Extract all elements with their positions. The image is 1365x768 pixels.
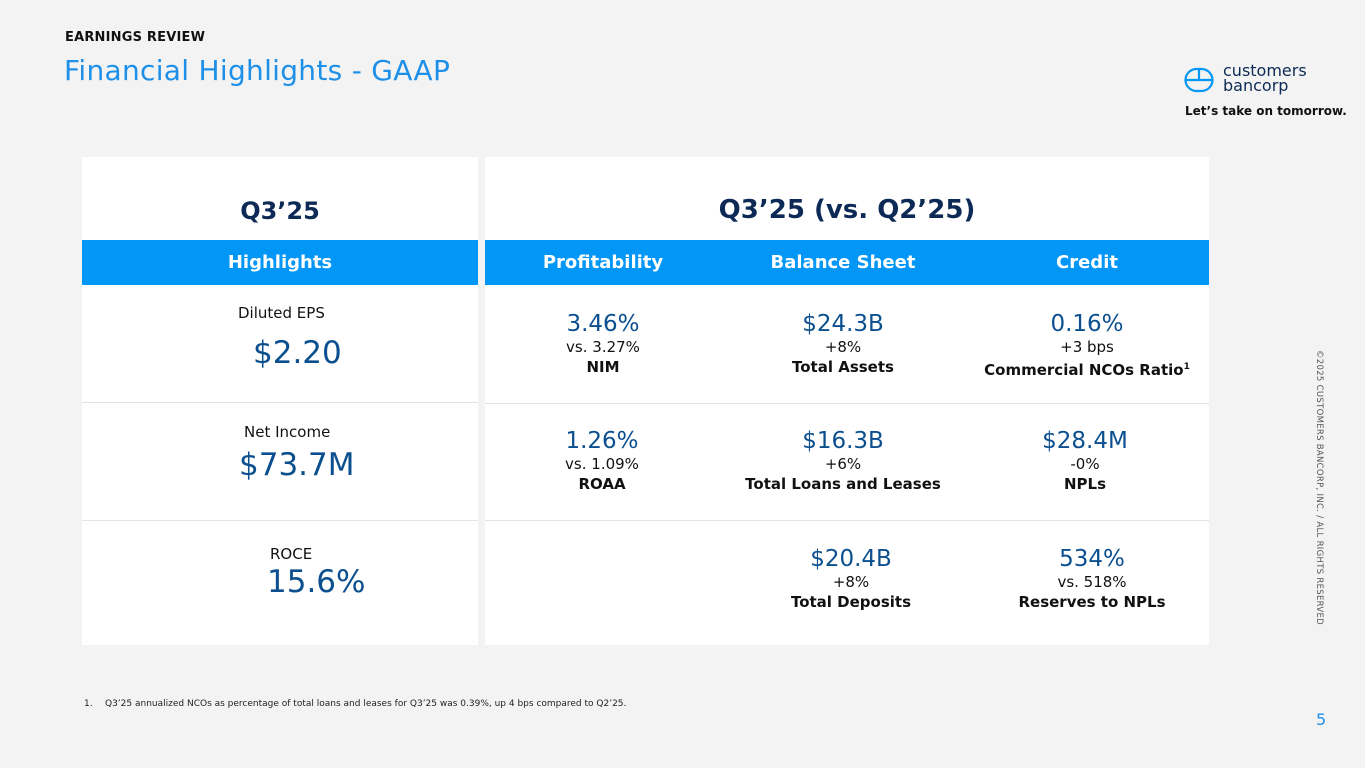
commercial-ncos-label-wrap: Commercial NCOs Ratio1	[965, 357, 1209, 380]
roce-label: ROCE	[270, 545, 313, 563]
roaa-cell: 1.26% vs. 1.09% ROAA	[485, 428, 719, 494]
total-assets-cell: $24.3B +8% Total Assets	[721, 311, 965, 377]
logo-wordmark-line1: customers	[1223, 61, 1307, 80]
credit-header: Credit	[1056, 252, 1118, 273]
logo-icon	[1184, 67, 1214, 93]
npls-label: NPLs	[1063, 475, 1107, 493]
tagline: Let’s take on tomorrow.	[1185, 104, 1347, 118]
net-income-label: Net Income	[244, 423, 331, 441]
copyright-notice: ©2025 CUSTOMERS BANCORP, INC. / ALL RIGH…	[1313, 350, 1327, 625]
total-assets-change: +8%	[824, 338, 862, 356]
nim-change: vs. 3.27%	[566, 338, 640, 356]
footnote-text: Q3’25 annualized NCOs as percentage of t…	[105, 699, 627, 709]
profitability-header: Profitability	[542, 252, 664, 273]
highlights-panel: Q3’25 Highlights Diluted EPS $2.20 Net I…	[82, 157, 478, 645]
nim-value: 3.46%	[566, 311, 640, 337]
page-number: 5	[1316, 710, 1327, 729]
roce-value: 15.6%	[267, 564, 366, 600]
total-deposits-cell: $20.4B +8% Total Deposits	[729, 546, 973, 612]
comparison-panel-title: Q3’25 (vs. Q2’25)	[718, 195, 976, 225]
nim-cell: 3.46% vs. 3.27% NIM	[485, 311, 721, 377]
nim-label: NIM	[586, 358, 620, 376]
balance-sheet-header: Balance Sheet	[770, 252, 916, 273]
footnote-marker: 1	[1183, 362, 1190, 372]
total-deposits-change: +8%	[832, 573, 870, 591]
highlights-header: Highlights	[227, 252, 333, 273]
total-loans-cell: $16.3B +6% Total Loans and Leases	[721, 428, 965, 494]
net-income-value: $73.7M	[239, 447, 355, 483]
total-deposits-label: Total Deposits	[790, 593, 912, 611]
roaa-change: vs. 1.09%	[565, 455, 639, 473]
npls-cell: $28.4M -0% NPLs	[963, 428, 1207, 494]
total-loans-value: $16.3B	[802, 428, 884, 454]
npls-change: -0%	[1070, 455, 1100, 473]
roaa-label: ROAA	[578, 475, 626, 493]
highlights-panel-title: Q3’25	[240, 197, 320, 225]
roaa-value: 1.26%	[565, 428, 639, 454]
total-deposits-value: $20.4B	[810, 546, 892, 572]
reserves-label: Reserves to NPLs	[1018, 593, 1166, 611]
commercial-ncos-cell: 0.16% +3 bps Commercial NCOs Ratio1	[965, 311, 1209, 380]
reserves-value: 534%	[1059, 546, 1125, 572]
total-loans-label: Total Loans and Leases	[745, 475, 941, 493]
comparison-band: Profitability Balance Sheet Credit	[485, 240, 1209, 285]
total-loans-change: +6%	[824, 455, 862, 473]
page-title: Financial Highlights - GAAP	[64, 54, 451, 87]
total-assets-value: $24.3B	[802, 311, 884, 337]
row-divider	[485, 520, 1209, 521]
commercial-ncos-value: 0.16%	[1050, 311, 1124, 337]
comparison-panel: Q3’25 (vs. Q2’25) Profitability Balance …	[485, 157, 1209, 645]
total-assets-label: Total Assets	[792, 358, 894, 376]
commercial-ncos-label: Commercial NCOs Ratio	[984, 361, 1184, 379]
commercial-ncos-change: +3 bps	[1060, 338, 1114, 356]
diluted-eps-label: Diluted EPS	[238, 304, 325, 322]
footnote-number: 1.	[84, 699, 93, 709]
row-divider	[82, 402, 478, 403]
highlights-band: Highlights	[82, 240, 478, 285]
company-logo: customers bancorp	[1184, 63, 1334, 97]
row-divider	[485, 403, 1209, 404]
copyright-text: ©2025 CUSTOMERS BANCORP, INC. / ALL RIGH…	[1314, 350, 1324, 625]
reserves-change: vs. 518%	[1057, 573, 1127, 591]
footnote: 1. Q3’25 annualized NCOs as percentage of…	[84, 699, 626, 709]
diluted-eps-value: $2.20	[253, 335, 342, 371]
npls-value: $28.4M	[1042, 428, 1128, 454]
eyebrow-label: EARNINGS REVIEW	[65, 30, 206, 45]
logo-wordmark-line2: bancorp	[1223, 76, 1289, 95]
row-divider	[82, 520, 478, 521]
reserves-cell: 534% vs. 518% Reserves to NPLs	[970, 546, 1214, 612]
